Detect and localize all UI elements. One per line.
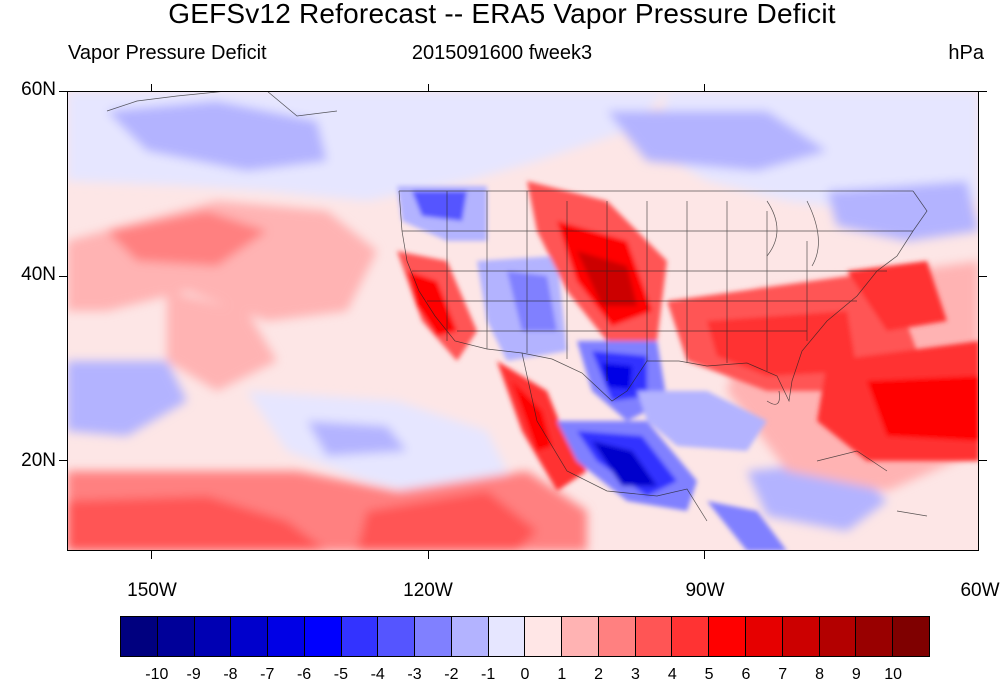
lon-label-90w: 90W bbox=[685, 580, 725, 601]
lat-tick bbox=[59, 91, 67, 92]
colorbar-tick-label: -4 bbox=[370, 666, 385, 683]
lat-tick bbox=[59, 460, 67, 461]
lat-label-40n: 40N bbox=[21, 264, 56, 285]
colorbar-tick-label: -5 bbox=[333, 666, 349, 683]
colorbar-box bbox=[635, 617, 673, 656]
colorbar-box bbox=[341, 617, 379, 656]
colorbar-tick-label: 2 bbox=[594, 666, 604, 683]
colorbar-box bbox=[194, 617, 232, 656]
colorbar-tick-label: 4 bbox=[667, 666, 677, 683]
lon-tick bbox=[428, 84, 429, 91]
colorbar bbox=[120, 616, 930, 657]
colorbar-box bbox=[562, 617, 599, 656]
colorbar-box bbox=[451, 617, 489, 656]
units-label: hPa bbox=[948, 42, 984, 64]
lon-label-60w: 60W bbox=[960, 580, 1000, 601]
colorbar-box bbox=[268, 617, 305, 656]
lon-tick bbox=[151, 551, 152, 559]
colorbar-tick-label: 0 bbox=[520, 666, 530, 683]
colorbar-tick-label: 8 bbox=[815, 666, 824, 683]
colorbar-box bbox=[231, 617, 269, 656]
colorbar-box bbox=[488, 617, 526, 656]
lat-label-20n: 20N bbox=[21, 450, 56, 471]
lon-label-120w: 120W bbox=[403, 580, 453, 601]
colorbar-box bbox=[304, 617, 342, 656]
colorbar-box bbox=[378, 617, 416, 656]
colorbar-box bbox=[782, 617, 820, 656]
colorbar-tick-label: -1 bbox=[481, 666, 496, 683]
colorbar-box bbox=[856, 617, 894, 656]
forecast-time-label: 2015091600 fweek3 bbox=[411, 42, 593, 64]
lon-tick bbox=[428, 551, 429, 559]
lat-tick bbox=[979, 91, 987, 92]
variable-label: Vapor Pressure Deficit bbox=[68, 42, 267, 64]
colorbar-tick-label: 1 bbox=[557, 666, 567, 683]
colorbar-tick-label: -6 bbox=[296, 666, 312, 683]
colorbar-tick-label: -2 bbox=[444, 666, 459, 683]
colorbar-tick-label: 9 bbox=[851, 666, 861, 683]
map-title: GEFSv12 Reforecast -- ERA5 Vapor Pressur… bbox=[168, 0, 836, 29]
colorbar-box bbox=[121, 617, 158, 656]
colorbar-box bbox=[709, 617, 747, 656]
colorbar-box bbox=[893, 617, 929, 656]
colorbar-box bbox=[819, 617, 857, 656]
colorbar-box bbox=[746, 617, 783, 656]
colorbar-tick-label: 3 bbox=[631, 666, 640, 683]
lat-tick bbox=[59, 276, 67, 277]
lon-tick bbox=[704, 84, 705, 91]
colorbar-box bbox=[415, 617, 452, 656]
colorbar-tick-label: -9 bbox=[186, 666, 201, 683]
lat-tick bbox=[979, 460, 987, 461]
lat-label-60n: 60N bbox=[21, 79, 56, 100]
colorbar-tick-label: 5 bbox=[704, 666, 714, 683]
colorbar-box bbox=[157, 617, 195, 656]
lon-label-150w: 150W bbox=[127, 580, 177, 601]
colorbar-tick-label: -7 bbox=[260, 666, 275, 683]
colorbar-tick-label: -10 bbox=[145, 666, 169, 683]
vpd-field bbox=[67, 91, 979, 551]
lon-tick bbox=[151, 84, 152, 91]
map-plot-area bbox=[67, 91, 979, 551]
colorbar-tick-label: 7 bbox=[778, 666, 788, 683]
colorbar-tick-label: 6 bbox=[741, 666, 751, 683]
colorbar-tick-label: -3 bbox=[407, 666, 422, 683]
lon-tick bbox=[704, 551, 705, 559]
colorbar-box bbox=[525, 617, 563, 656]
colorbar-tick-label: 10 bbox=[884, 666, 903, 683]
lat-tick bbox=[979, 276, 987, 277]
colorbar-tick-label: -8 bbox=[223, 666, 238, 683]
colorbar-box bbox=[598, 617, 636, 656]
colorbar-box bbox=[672, 617, 710, 656]
